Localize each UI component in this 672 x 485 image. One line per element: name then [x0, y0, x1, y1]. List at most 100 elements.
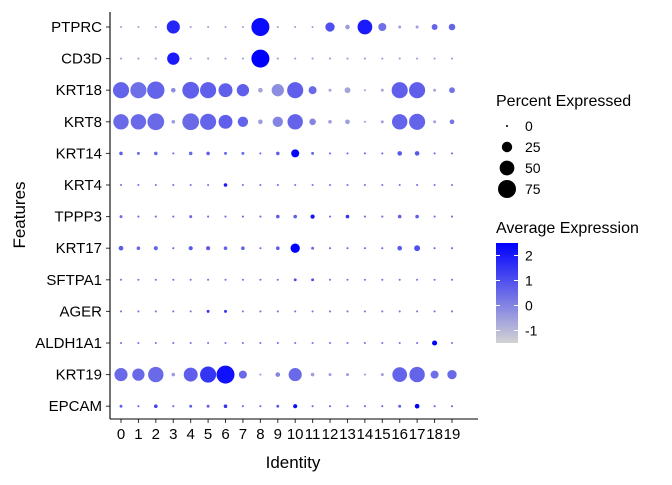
dot-epcam-3: [172, 405, 175, 408]
dot-cd3d-10: [294, 57, 297, 60]
dot-krt14-2: [154, 151, 158, 156]
dot-tppp3-7: [241, 215, 244, 218]
dot-ptprc-0: [119, 25, 123, 29]
dot-krt18-18: [433, 88, 437, 92]
dot-tppp3-12: [328, 215, 332, 218]
dot-epcam-10: [293, 404, 298, 409]
dot-aldh1a1-14: [363, 341, 366, 345]
dot-krt8-11: [309, 118, 316, 126]
dot-krt17-15: [381, 247, 384, 250]
dot-krt4-15: [381, 183, 384, 187]
dot-cd3d-18: [433, 57, 436, 60]
dot-epcam-1: [137, 405, 140, 408]
dot-krt14-4: [188, 151, 193, 156]
dot-krt17-12: [328, 247, 332, 250]
feature-label-krt4: KRT4: [64, 177, 102, 194]
dot-cd3d-19: [450, 57, 454, 60]
dot-aldh1a1-16: [398, 341, 401, 345]
dot-aldh1a1-17: [416, 341, 419, 345]
dot-epcam-0: [119, 404, 123, 408]
dot-krt19-11: [310, 372, 315, 377]
dot-ptprc-3: [166, 20, 180, 34]
dot-krt4-13: [346, 183, 349, 187]
dot-ptprc-8: [251, 18, 270, 36]
dot-cd3d-1: [137, 57, 140, 60]
dot-krt14-9: [276, 151, 280, 156]
dot-krt4-18: [433, 183, 436, 187]
dot-krt4-5: [207, 183, 210, 187]
dot-krt8-1: [130, 114, 147, 130]
dot-ager-19: [450, 310, 454, 313]
dot-krt4-19: [450, 183, 454, 187]
dot-ager-11: [311, 310, 314, 313]
dot-krt17-11: [311, 246, 315, 250]
dot-ager-9: [276, 310, 279, 313]
dot-ager-10: [294, 310, 297, 313]
identity-label-3: 3: [169, 426, 177, 443]
dot-tppp3-8: [259, 215, 262, 218]
dot-sftpa1-8: [259, 278, 262, 281]
dot-cd3d-14: [363, 57, 366, 60]
dot-tppp3-5: [207, 215, 210, 218]
dot-krt14-16: [397, 151, 403, 156]
dot-sftpa1-6: [224, 278, 227, 281]
dot-krt18-17: [409, 82, 426, 99]
dot-krt19-3: [171, 372, 176, 377]
dot-epcam-19: [450, 405, 454, 408]
size-legend-label-75: 75: [525, 181, 541, 197]
feature-label-krt18: KRT18: [56, 82, 102, 99]
dot-krt19-14: [363, 373, 366, 376]
dot-krt18-2: [147, 81, 165, 99]
dot-krt4-8: [259, 183, 262, 187]
dot-aldh1a1-19: [450, 341, 454, 345]
dot-krt19-9: [275, 372, 281, 377]
dot-krt8-10: [287, 114, 303, 130]
feature-label-krt19: KRT19: [56, 367, 102, 384]
dot-aldh1a1-15: [381, 341, 384, 345]
dot-krt17-3: [172, 247, 175, 250]
dot-sftpa1-13: [346, 278, 349, 281]
dot-krt14-18: [433, 152, 436, 155]
dot-krt8-13: [345, 119, 350, 125]
dot-krt19-16: [392, 367, 408, 382]
dot-epcam-6: [223, 404, 228, 409]
dot-aldh1a1-5: [207, 341, 210, 345]
identity-label-18: 18: [426, 426, 443, 443]
dot-aldh1a1-2: [154, 341, 157, 345]
dot-krt19-17: [409, 366, 425, 383]
dot-ptprc-13: [345, 24, 350, 30]
dot-krt4-11: [311, 183, 314, 187]
dot-krt4-3: [172, 183, 175, 187]
dot-ager-4: [189, 310, 192, 313]
identity-label-15: 15: [374, 426, 391, 443]
dot-krt8-5: [200, 113, 217, 130]
dot-krt4-7: [241, 183, 244, 187]
dot-ager-18: [433, 310, 436, 313]
size-legend-label-50: 50: [525, 160, 541, 176]
identity-label-14: 14: [357, 426, 374, 443]
dot-krt14-8: [259, 152, 262, 155]
color-legend-label-1: 1: [525, 273, 533, 289]
feature-label-tppp3: TPPP3: [54, 209, 102, 226]
dot-krt18-7: [236, 84, 250, 97]
size-legend-key-25: [501, 141, 513, 153]
dot-cd3d-16: [398, 57, 401, 60]
identity-label-8: 8: [256, 426, 264, 443]
dot-aldh1a1-6: [224, 341, 227, 345]
dot-krt19-12: [328, 373, 332, 377]
dot-aldh1a1-12: [328, 341, 332, 345]
size-legend: Percent Expressed 0 25 50 75: [496, 93, 631, 198]
dot-krt8-3: [171, 120, 176, 124]
dot-krt17-16: [397, 245, 403, 251]
dot-krt18-13: [344, 87, 351, 94]
dot-krt4-4: [189, 183, 192, 187]
size-legend-key-50: [499, 160, 515, 176]
dot-epcam-5: [206, 404, 210, 408]
size-legend-title: Percent Expressed: [496, 93, 631, 110]
dot-krt19-19: [447, 369, 457, 380]
identity-label-9: 9: [274, 426, 282, 443]
dot-epcam-14: [363, 405, 366, 408]
x-axis-title: Identity: [266, 453, 321, 472]
dot-tppp3-4: [189, 215, 193, 219]
dot-epcam-2: [154, 404, 158, 409]
